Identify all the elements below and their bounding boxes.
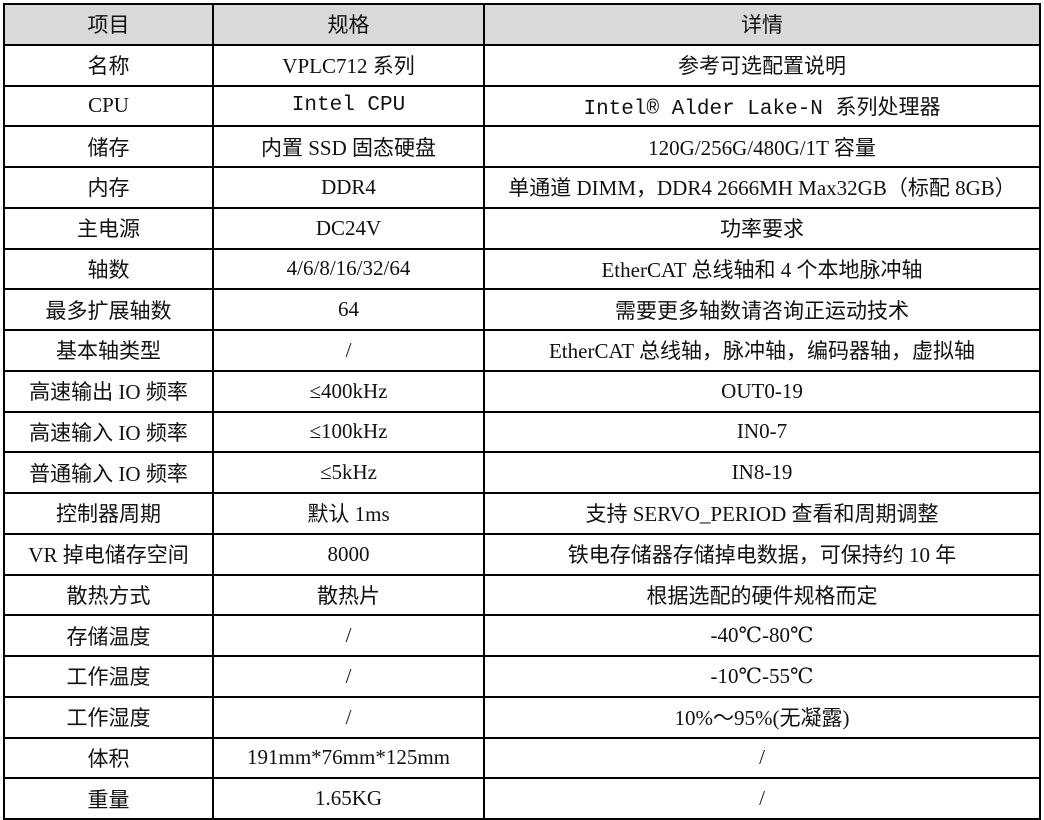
item-cell: 内存 [3,166,214,209]
header-item: 项目 [3,3,214,46]
spec-cell: 默认 1ms [212,492,485,535]
table-row: 高速输入 IO 频率 ≤100kHz IN0-7 [3,410,1041,454]
table-row: 工作温度 / -10℃-55℃ [3,655,1041,698]
detail-cell: 单通道 DIMM，DDR4 2666MH Max32GB（标配 8GB） [483,166,1041,209]
spec-cell: DC24V [212,206,485,250]
spec-cell: / [212,329,485,372]
item-cell: 普通输入 IO 频率 [3,451,214,494]
spec-cell: ≤400kHz [212,369,485,413]
spec-cell: VPLC712 系列 [212,43,485,87]
table-row: 基本轴类型 / EtherCAT 总线轴，脉冲轴，编码器轴，虚拟轴 [3,329,1041,372]
item-cell: 轴数 [3,247,214,291]
detail-cell: EtherCAT 总线轴，脉冲轴，编码器轴，虚拟轴 [483,329,1041,372]
item-cell: 高速输入 IO 频率 [3,410,214,454]
table-row: 储存 内置 SSD 固态硬盘 120G/256G/480G/1T 容量 [3,125,1041,168]
spec-cell: 散热片 [212,573,485,617]
spec-cell: ≤5kHz [212,451,485,494]
detail-cell: / [483,777,1041,820]
detail-cell: OUT0-19 [483,369,1041,413]
item-cell: 散热方式 [3,573,214,617]
detail-cell: 120G/256G/480G/1T 容量 [483,125,1041,168]
spec-cell: / [212,655,485,698]
item-cell: 基本轴类型 [3,329,214,372]
table-row: 散热方式 散热片 根据选配的硬件规格而定 [3,573,1041,617]
item-cell: VR 掉电储存空间 [3,532,214,576]
item-cell: 存储温度 [3,614,214,657]
table-row: 普通输入 IO 频率 ≤5kHz IN8-19 [3,451,1041,494]
item-cell: 工作温度 [3,655,214,698]
detail-cell: EtherCAT 总线轴和 4 个本地脉冲轴 [483,247,1041,291]
item-cell: 重量 [3,777,214,820]
spec-cell: Intel CPU [212,84,485,128]
table-row: 高速输出 IO 频率 ≤400kHz OUT0-19 [3,369,1041,413]
item-cell: 工作湿度 [3,695,214,739]
table-row: 体积 191mm*76mm*125mm / [3,736,1041,780]
spec-cell: 4/6/8/16/32/64 [212,247,485,291]
header-detail: 详情 [483,3,1041,46]
header-spec: 规格 [212,3,485,46]
detail-cell: 需要更多轴数请咨询正运动技术 [483,288,1041,331]
table-row: 最多扩展轴数 64 需要更多轴数请咨询正运动技术 [3,288,1041,331]
detail-cell: 根据选配的硬件规格而定 [483,573,1041,617]
item-cell: 高速输出 IO 频率 [3,369,214,413]
detail-cell: -10℃-55℃ [483,655,1041,698]
detail-cell: IN0-7 [483,410,1041,454]
table-row: 控制器周期 默认 1ms 支持 SERVO_PERIOD 查看和周期调整 [3,492,1041,535]
table-row: 主电源 DC24V 功率要求 [3,206,1041,250]
spec-cell: 内置 SSD 固态硬盘 [212,125,485,168]
item-cell: 储存 [3,125,214,168]
detail-cell: 功率要求 [483,206,1041,250]
table-row: VR 掉电储存空间 8000 铁电存储器存储掉电数据，可保持约 10 年 [3,532,1041,576]
table-row: CPU Intel CPU Intel® Alder Lake-N 系列处理器 [3,84,1041,128]
item-cell: 最多扩展轴数 [3,288,214,331]
detail-cell: Intel® Alder Lake-N 系列处理器 [483,84,1041,128]
table-row: 存储温度 / -40℃-80℃ [3,614,1041,657]
spec-cell: 64 [212,288,485,331]
table-row: 重量 1.65KG / [3,777,1041,820]
spec-cell: ≤100kHz [212,410,485,454]
spec-cell: / [212,695,485,739]
item-cell: 主电源 [3,206,214,250]
detail-cell: IN8-19 [483,451,1041,494]
item-cell: CPU [3,84,214,128]
table-row: 内存 DDR4 单通道 DIMM，DDR4 2666MH Max32GB（标配 8G… [3,166,1041,209]
spec-cell: DDR4 [212,166,485,209]
detail-cell: 10%～95%(无凝露) [483,695,1041,739]
table-row: 名称 VPLC712 系列 参考可选配置说明 [3,43,1041,87]
detail-cell: / [483,736,1041,780]
item-cell: 体积 [3,736,214,780]
detail-cell: 支持 SERVO_PERIOD 查看和周期调整 [483,492,1041,535]
spec-cell: 191mm*76mm*125mm [212,736,485,780]
spec-cell: / [212,614,485,657]
detail-cell: 铁电存储器存储掉电数据，可保持约 10 年 [483,532,1041,576]
detail-cell: -40℃-80℃ [483,614,1041,657]
spec-cell: 1.65KG [212,777,485,820]
table-row: 工作湿度/10%～95%(无凝露) [3,695,1041,739]
item-cell: 名称 [3,43,214,87]
table-row: 轴数 4/6/8/16/32/64 EtherCAT 总线轴和 4 个本地脉冲轴 [3,247,1041,291]
item-cell: 控制器周期 [3,492,214,535]
spec-cell: 8000 [212,532,485,576]
detail-cell: 参考可选配置说明 [483,43,1041,87]
header-row: 项目 规格 详情 [3,3,1041,46]
spec-table: 项目 规格 详情 名称 VPLC712 系列 参考可选配置说明 CPU Intel CP… [3,3,1041,820]
